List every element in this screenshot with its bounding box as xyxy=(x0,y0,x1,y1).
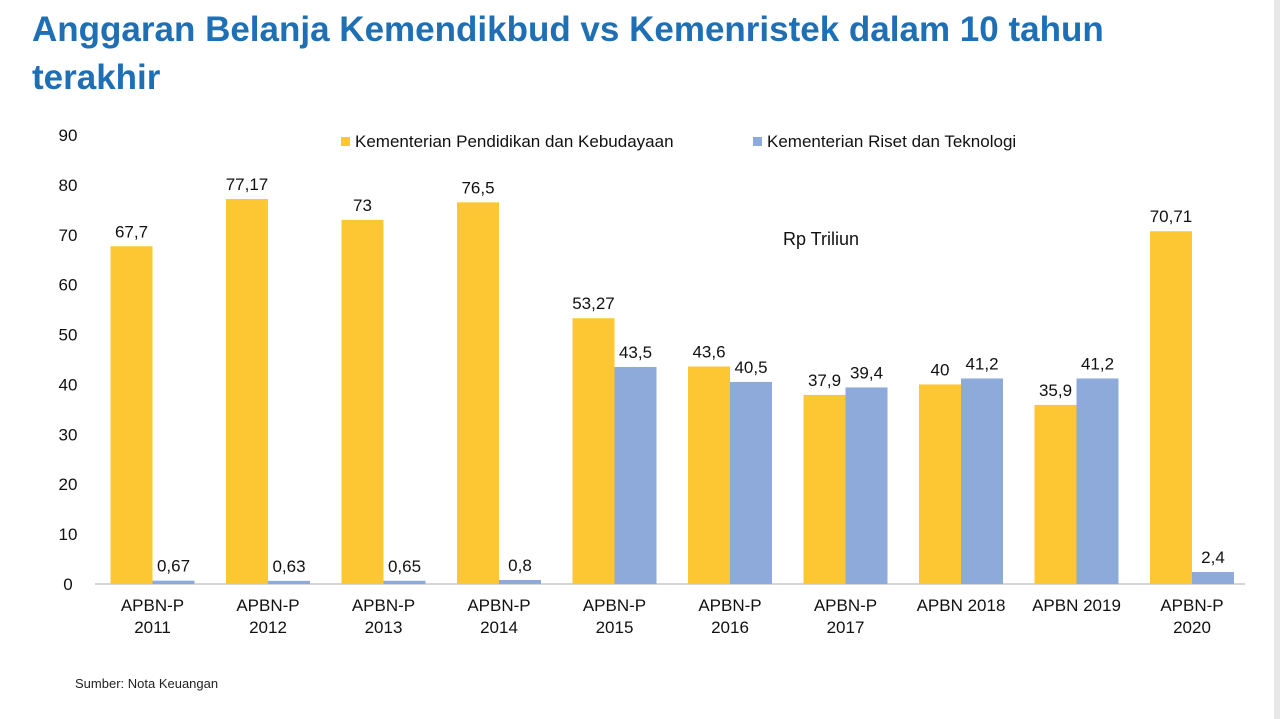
data-label-kemenristek: 0,8 xyxy=(508,556,532,575)
x-tick-label: APBN-P xyxy=(814,596,877,615)
y-tick-label: 30 xyxy=(59,425,78,444)
data-label-kemendikbud: 43,6 xyxy=(692,342,725,361)
data-label-kemenristek: 0,67 xyxy=(157,557,190,576)
legend-swatch-kemendikbud xyxy=(341,137,350,146)
bar-kemenristek xyxy=(1192,572,1234,584)
data-label-kemendikbud: 37,9 xyxy=(808,371,841,390)
source-note: Sumber: Nota Keuangan xyxy=(75,676,219,691)
x-tick-label: 2017 xyxy=(827,618,865,637)
bar-kemendikbud xyxy=(457,202,499,584)
bar-kemenristek xyxy=(730,381,772,584)
x-tick-label: APBN-P xyxy=(698,596,761,615)
data-label-kemendikbud: 35,9 xyxy=(1039,381,1072,400)
legend-label-kemendikbud: Kementerian Pendidikan dan Kebudayaan xyxy=(355,132,674,151)
bar-kemendikbud xyxy=(1150,231,1192,585)
x-tick-label: 2014 xyxy=(480,618,518,637)
x-tick-label: 2011 xyxy=(134,618,171,637)
data-label-kemendikbud: 77,17 xyxy=(226,175,269,194)
data-label-kemenristek: 41,2 xyxy=(1081,354,1114,373)
bar-kemenristek xyxy=(499,580,541,584)
y-tick-label: 10 xyxy=(59,525,78,544)
data-label-kemenristek: 39,4 xyxy=(850,363,883,382)
bar-kemenristek xyxy=(1076,378,1119,584)
bar-kemenristek xyxy=(845,387,888,584)
x-tick-label: APBN-P xyxy=(236,596,299,615)
bar-kemendikbud xyxy=(110,246,153,584)
bar-kemendikbud xyxy=(1034,404,1077,584)
data-label-kemendikbud: 73 xyxy=(353,196,372,215)
legend-label-kemenristek: Kementerian Riset dan Teknologi xyxy=(767,132,1016,151)
x-tick-label: APBN-P xyxy=(352,596,415,615)
data-label-kemendikbud: 76,5 xyxy=(461,178,494,197)
x-tick-label: APBN-P xyxy=(1160,596,1223,615)
page-title: Anggaran Belanja Kemendikbud vs Kemenris… xyxy=(32,10,1104,97)
y-tick-label: 90 xyxy=(59,126,78,145)
data-label-kemendikbud: 67,7 xyxy=(115,222,148,241)
bar-kemendikbud xyxy=(688,366,730,584)
x-tick-label: 2016 xyxy=(711,618,749,637)
y-tick-label: 0 xyxy=(63,575,72,594)
page-edge xyxy=(1274,0,1280,719)
x-tick-label: APBN-P xyxy=(121,596,184,615)
bar-kemenristek xyxy=(152,580,195,584)
data-label-kemenristek: 0,65 xyxy=(388,557,421,576)
bar-kemendikbud xyxy=(919,384,961,584)
bar-kemenristek xyxy=(961,378,1003,584)
data-label-kemenristek: 40,5 xyxy=(734,358,767,377)
unit-annotation: Rp Triliun xyxy=(783,229,859,249)
legend-swatch-kemenristek xyxy=(753,137,762,146)
x-tick-label: 2012 xyxy=(249,618,287,637)
data-label-kemenristek: 43,5 xyxy=(619,343,652,362)
data-label-kemenristek: 0,63 xyxy=(272,557,305,576)
data-label-kemenristek: 2,4 xyxy=(1201,548,1225,567)
bar-kemendikbud xyxy=(341,219,384,585)
y-tick-label: 40 xyxy=(59,375,78,394)
y-tick-label: 20 xyxy=(59,475,78,494)
bar-kemendikbud xyxy=(572,318,615,584)
bar-kemenristek xyxy=(614,366,657,584)
x-tick-label: APBN 2018 xyxy=(917,596,1006,615)
y-tick-label: 80 xyxy=(59,176,78,195)
data-label-kemendikbud: 70,71 xyxy=(1150,207,1193,226)
x-tick-label: 2020 xyxy=(1173,618,1211,637)
x-tick-label: APBN-P xyxy=(583,596,646,615)
y-tick-label: 70 xyxy=(59,226,78,245)
bar-kemendikbud xyxy=(226,199,268,584)
x-tick-label: APBN 2019 xyxy=(1032,596,1121,615)
bar-kemenristek xyxy=(383,580,426,584)
x-tick-label: 2013 xyxy=(365,618,403,637)
x-tick-label: APBN-P xyxy=(467,596,530,615)
bar-kemenristek xyxy=(268,580,310,584)
data-label-kemendikbud: 40 xyxy=(931,360,950,379)
data-label-kemenristek: 41,2 xyxy=(965,354,998,373)
y-tick-label: 50 xyxy=(59,326,78,345)
y-tick-label: 60 xyxy=(59,276,78,295)
bar-kemendikbud xyxy=(803,394,846,584)
x-tick-label: 2015 xyxy=(596,618,634,637)
data-label-kemendikbud: 53,27 xyxy=(572,294,615,313)
